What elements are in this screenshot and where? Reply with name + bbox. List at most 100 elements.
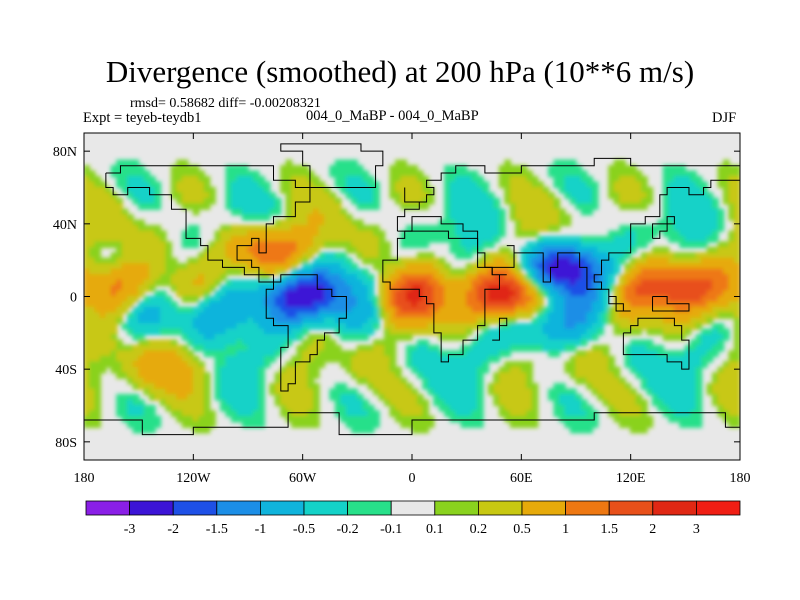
field-cell [564,186,572,194]
field-cell [263,181,271,189]
field-cell [296,301,304,308]
field-cell [389,263,397,270]
field-cell [624,317,632,325]
field-cell [296,334,304,341]
field-cell [373,361,380,368]
field-cell [313,404,320,412]
field-cell [231,399,238,407]
field-cell [231,377,238,385]
field-cell [356,285,364,292]
field-cell [192,366,200,374]
field-cell [684,203,692,210]
field-cell [591,268,599,276]
field-cell [651,377,659,385]
field-cell [487,301,495,308]
field-cell [138,399,145,407]
field-cell [99,268,107,276]
field-cell [389,181,397,189]
field-cell [351,410,358,417]
field-cell [307,410,315,417]
field-cell [630,285,637,292]
field-cell [110,306,118,314]
field-cell [181,312,189,319]
field-cell [630,241,637,249]
field-cell [170,372,178,379]
field-cell [203,203,211,210]
field-cell [460,170,468,178]
field-cell [138,268,145,276]
field-cell [706,344,714,352]
field-cell [591,274,599,281]
field-cell [575,394,583,401]
field-cell [214,372,222,379]
field-cell [159,361,167,368]
field-cell [176,366,183,374]
field-cell [154,279,162,287]
field-cell [641,279,648,287]
field-cell [723,328,730,336]
field-cell [564,388,572,396]
field-cell [373,252,380,259]
field-cell [241,394,249,401]
field-cell [580,186,588,194]
field-cell [597,285,604,292]
field-cell [291,203,298,210]
field-cell [690,399,697,407]
field-cell [411,257,419,265]
field-cell [127,290,134,298]
field-cell [526,203,533,210]
field-cell [214,274,222,281]
field-cell [487,295,495,303]
field-cell [302,203,309,210]
field-cell [285,415,293,423]
field-cell [269,252,276,259]
field-cell [138,404,145,412]
field-cell [241,388,249,396]
field-cell [701,241,708,249]
field-cell [318,339,326,347]
field-cell [646,279,654,287]
field-cell [351,426,358,434]
field-cell [99,290,107,298]
field-cell [564,394,572,401]
field-cell [127,394,134,401]
field-cell [455,334,462,341]
field-cell [231,355,238,363]
field-cell [241,230,249,238]
field-cell [170,268,178,276]
field-cell [673,285,681,292]
field-cell [236,372,244,379]
field-cell [498,252,506,259]
field-cell [94,235,101,243]
field-cell [449,334,457,341]
field-cell [422,372,429,379]
field-cell [252,361,260,368]
field-cell [138,230,145,238]
field-cell [575,415,583,423]
field-cell [121,230,129,238]
field-cell [313,246,320,254]
field-cell [498,214,506,221]
field-cell [252,197,260,205]
field-cell [132,421,140,428]
field-cell [225,339,233,347]
field-cell [651,301,659,308]
field-cell [416,257,424,265]
field-cell [635,410,643,417]
field-cell [88,208,96,216]
field-cell [340,312,347,319]
field-cell [701,312,708,319]
field-cell [149,252,156,259]
field-cell [733,399,740,407]
field-cell [657,394,665,401]
field-cell [247,241,255,249]
field-cell [170,355,178,363]
field-cell [307,285,315,292]
field-cell [241,170,249,178]
field-cell [280,404,287,412]
field-cell [477,230,484,238]
field-cell [695,404,703,412]
field-cell [449,203,457,210]
field-cell [94,410,101,417]
field-cell [378,290,386,298]
